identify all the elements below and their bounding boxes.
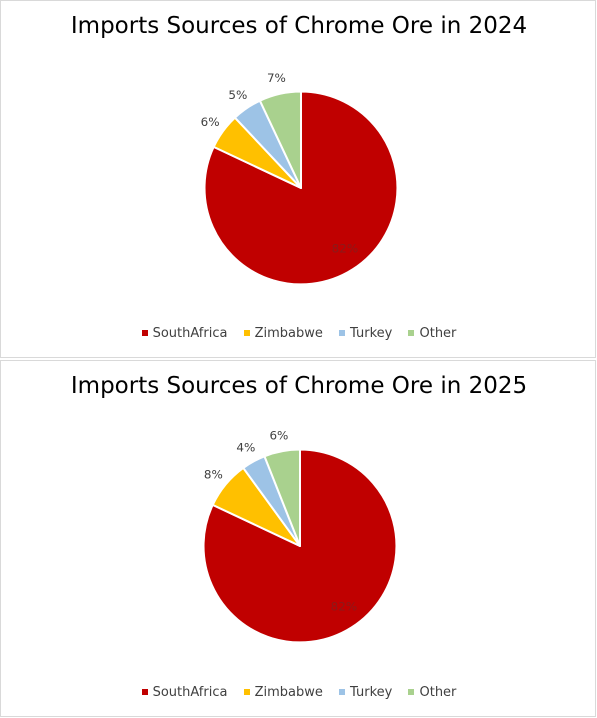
legend-label: SouthAfrica: [152, 326, 228, 341]
chart-panel-2025: 82% 8% 4% 6% Imports Sources of Chrome Ore …: [0, 360, 596, 717]
data-label-turkey: 5%: [228, 88, 247, 102]
chart-title-2024: Imports Sources of Chrome Ore in 2024: [70, 13, 528, 39]
legend-label: Turkey: [350, 685, 393, 700]
legend-swatch: [243, 329, 250, 336]
legend-swatch: [141, 688, 148, 695]
legend-item-turkey: Turkey: [339, 685, 392, 700]
legend-item-southafrica: SouthAfrica: [141, 326, 228, 341]
pie-slice-other: [258, 90, 302, 189]
legend-item-other: Other: [408, 326, 456, 341]
legend-2024: SouthAfrica Zimbabwe Turkey Other: [1, 326, 597, 341]
legend-swatch: [243, 688, 250, 695]
legend-label: Zimbabwe: [254, 326, 323, 341]
legend-item-southafrica: SouthAfrica: [141, 685, 228, 700]
chart-title-2025: Imports Sources of Chrome Ore in 2025: [70, 373, 528, 399]
legend-item-turkey: Turkey: [339, 326, 392, 341]
data-label-turkey: 4%: [236, 440, 255, 454]
legend-label: Other: [419, 685, 457, 700]
legend-swatch: [339, 688, 346, 695]
legend-label: Turkey: [350, 326, 393, 341]
legend-swatch: [408, 688, 415, 695]
legend-item-zimbabwe: Zimbabwe: [243, 685, 323, 700]
data-label-southafrica: 82%: [332, 241, 358, 255]
data-label-southafrica: 82%: [331, 599, 357, 613]
legend-swatch: [408, 329, 415, 336]
data-label-other: 7%: [267, 71, 286, 85]
legend-item-zimbabwe: Zimbabwe: [243, 326, 323, 341]
data-label-zimbabwe: 6%: [201, 115, 220, 129]
legend-swatch: [339, 329, 346, 336]
legend-item-other: Other: [408, 685, 456, 700]
legend-label: SouthAfrica: [152, 685, 228, 700]
legend-2025: SouthAfrica Zimbabwe Turkey Other: [1, 685, 597, 700]
legend-label: Zimbabwe: [254, 685, 323, 700]
legend-label: Other: [419, 326, 457, 341]
pie-chart-2024: 82% 6% 5% 7%: [201, 71, 399, 286]
data-label-other: 6%: [269, 429, 288, 443]
pie-slice-other: [263, 448, 301, 547]
pie-chart-2025: 82% 8% 4% 6%: [202, 429, 398, 644]
data-label-zimbabwe: 8%: [204, 467, 223, 481]
chart-panel-2024: 82% 6% 5% 7% Imports Sources of Chrome Ore …: [0, 0, 596, 358]
legend-swatch: [141, 329, 148, 336]
